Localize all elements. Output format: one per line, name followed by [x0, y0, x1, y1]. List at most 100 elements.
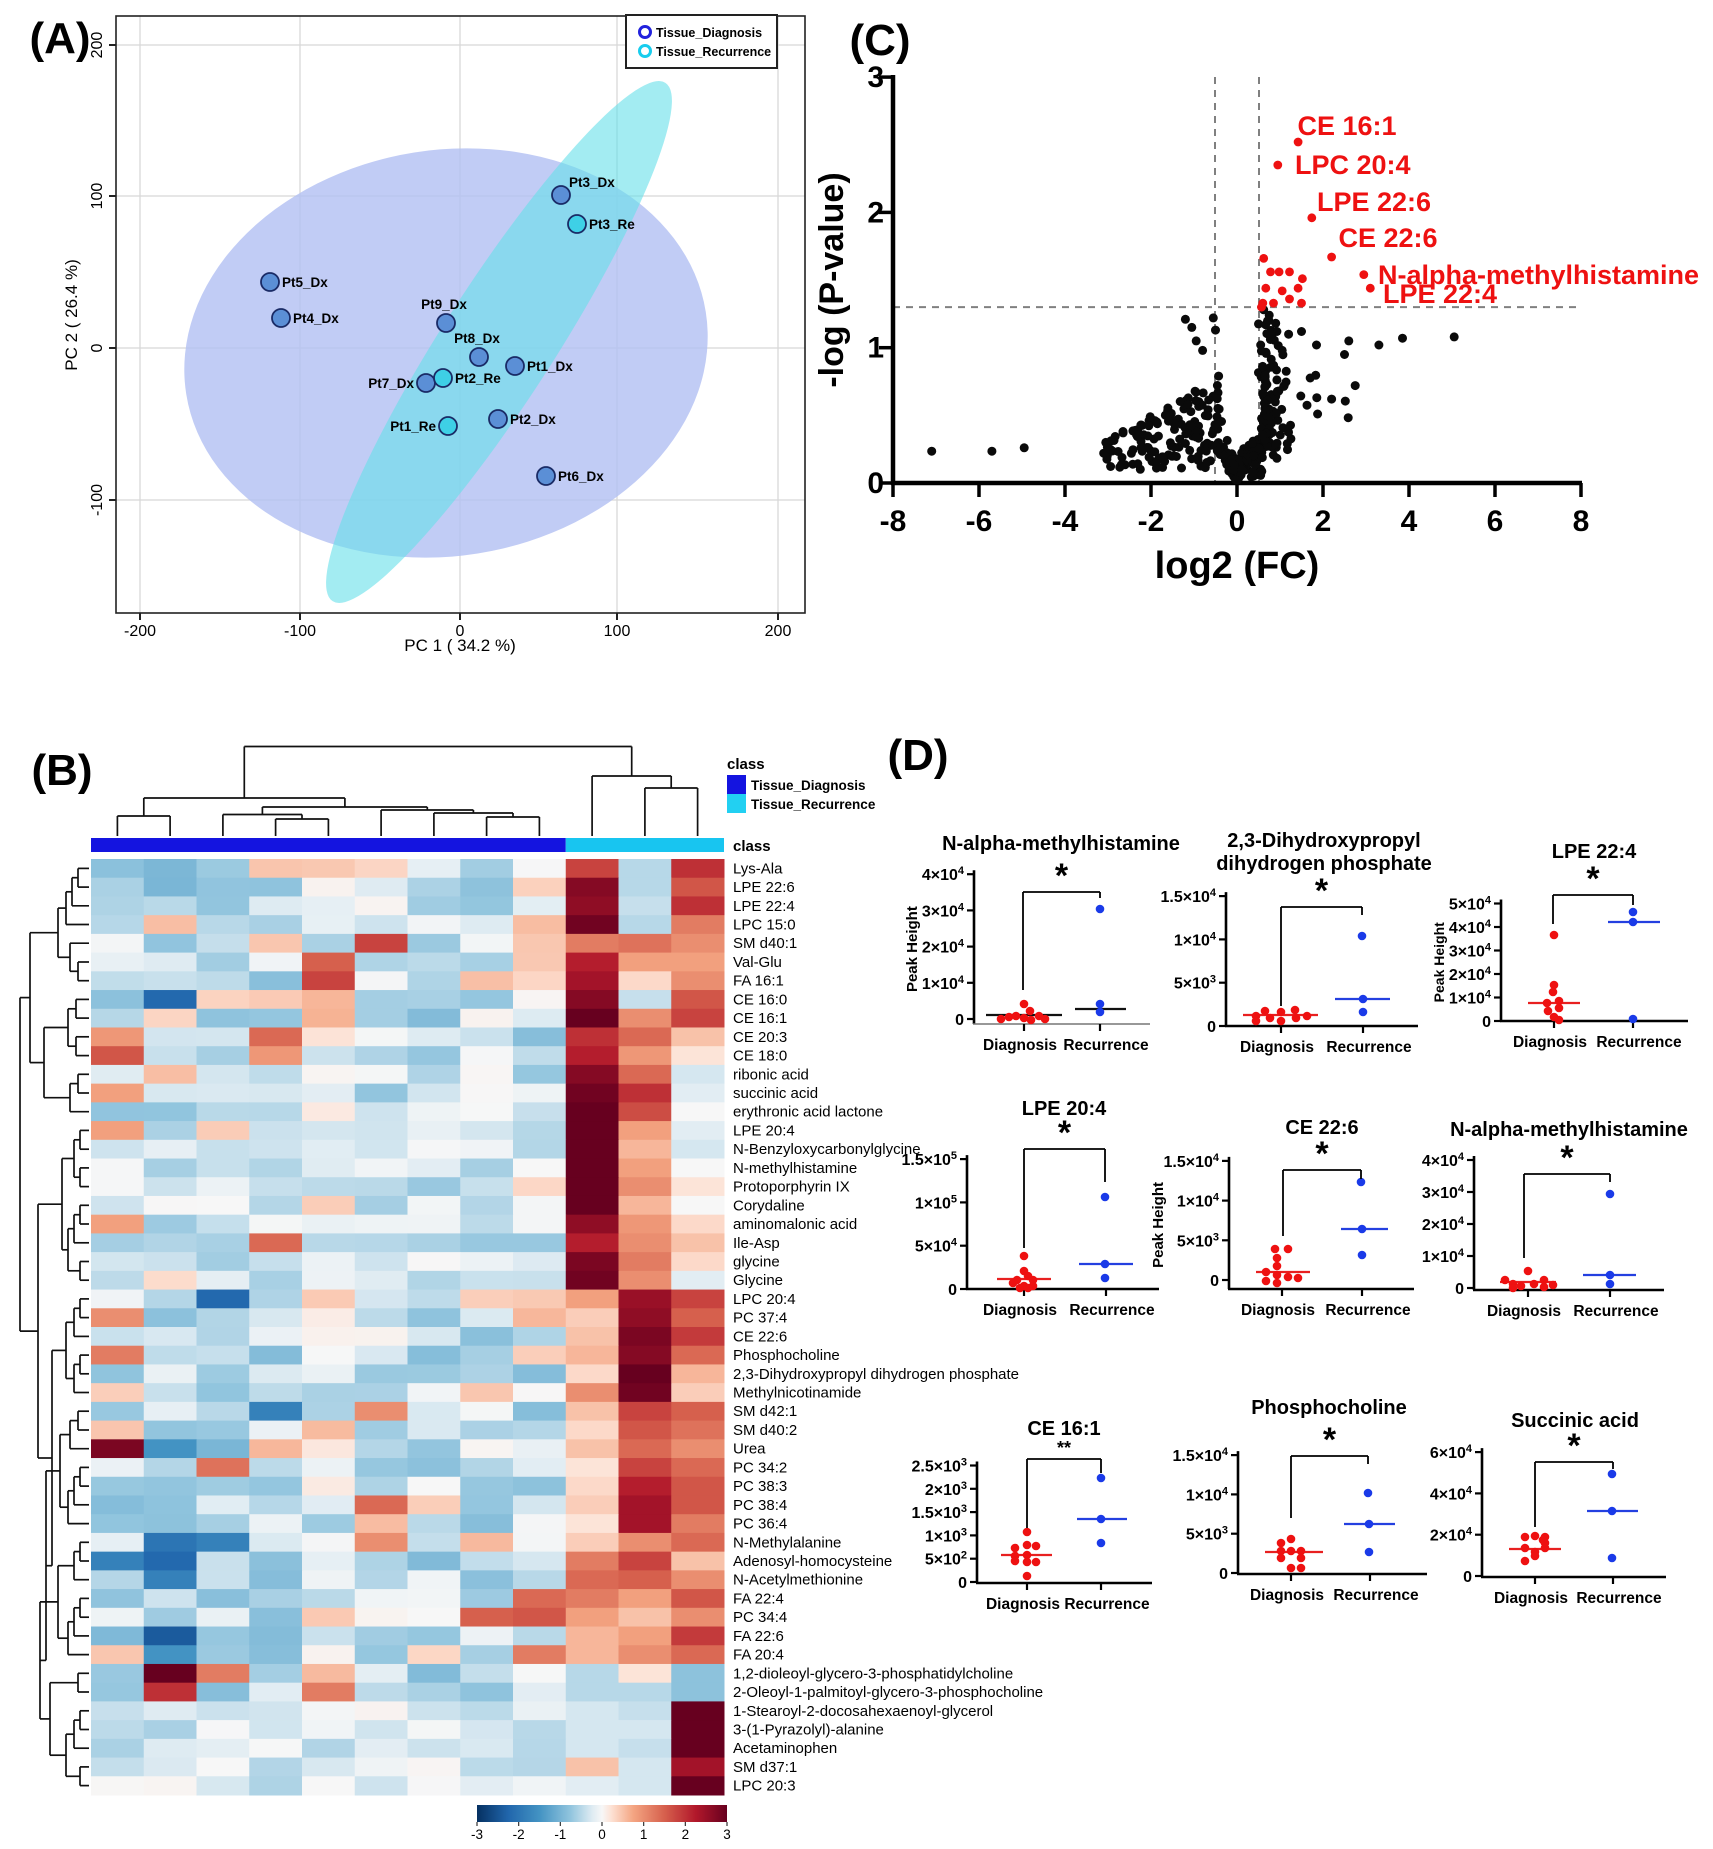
svg-text:-2: -2	[1138, 505, 1165, 538]
svg-text:0: 0	[456, 623, 465, 640]
svg-text:PC 34:4: PC 34:4	[733, 1609, 787, 1626]
svg-text:6×104: 6×104	[1430, 1443, 1473, 1462]
svg-text:6: 6	[1487, 505, 1504, 538]
svg-text:FA 22:6: FA 22:6	[733, 1628, 784, 1645]
svg-text:-3: -3	[471, 1827, 483, 1842]
svg-text:5×103: 5×103	[1177, 1231, 1219, 1250]
svg-text:CE 20:3: CE 20:3	[733, 1029, 787, 1046]
svg-text:CE 16:1: CE 16:1	[1297, 111, 1396, 141]
svg-text:Pt6_Dx: Pt6_Dx	[558, 469, 604, 484]
svg-text:-8: -8	[880, 505, 907, 538]
svg-text:2,3-Dihydroxypropyl dihydrogen: 2,3-Dihydroxypropyl dihydrogen phosphate	[733, 1366, 1019, 1383]
svg-text:Diagnosis: Diagnosis	[1513, 1034, 1587, 1051]
svg-text:log2 (FC): log2 (FC)	[1155, 545, 1320, 587]
svg-text:2: 2	[867, 196, 884, 229]
svg-text:Diagnosis: Diagnosis	[986, 1596, 1060, 1613]
svg-text:-100: -100	[284, 623, 316, 640]
svg-text:-6: -6	[966, 505, 993, 538]
svg-text:1.5×104: 1.5×104	[1163, 1152, 1219, 1171]
svg-text:PC 34:2: PC 34:2	[733, 1459, 787, 1476]
svg-text:FA 20:4: FA 20:4	[733, 1647, 784, 1664]
svg-text:Pt3_Dx: Pt3_Dx	[569, 175, 615, 190]
svg-text:Tissue_Recurrence: Tissue_Recurrence	[656, 45, 771, 59]
svg-text:CE 16:1: CE 16:1	[1027, 1418, 1100, 1440]
svg-text:-4: -4	[1052, 505, 1079, 538]
svg-text:0: 0	[1219, 1566, 1228, 1583]
svg-text:3: 3	[867, 61, 884, 94]
svg-text:0: 0	[1210, 1273, 1219, 1290]
svg-text:0: 0	[598, 1827, 606, 1842]
svg-text:Pt2_Dx: Pt2_Dx	[510, 412, 556, 427]
svg-text:-log (P-value): -log (P-value)	[813, 172, 851, 387]
svg-text:Recurrence: Recurrence	[1326, 1039, 1412, 1056]
svg-text:0: 0	[955, 1012, 964, 1029]
svg-text:4×104: 4×104	[1449, 918, 1492, 937]
svg-text:N-methylhistamine: N-methylhistamine	[733, 1160, 857, 1177]
svg-text:2-Oleoyl-1-palmitoyl-glycero-3: 2-Oleoyl-1-palmitoyl-glycero-3-phosphoch…	[733, 1684, 1043, 1701]
svg-text:(B): (B)	[31, 746, 92, 795]
svg-text:CE 22:6: CE 22:6	[1285, 1117, 1358, 1139]
svg-text:0: 0	[1482, 1014, 1491, 1031]
svg-text:Recurrence: Recurrence	[1064, 1596, 1150, 1613]
svg-text:0: 0	[89, 343, 106, 352]
svg-text:CE 18:0: CE 18:0	[733, 1048, 787, 1065]
svg-text:Recurrence: Recurrence	[1325, 1302, 1411, 1319]
svg-text:Diagnosis: Diagnosis	[1494, 1590, 1568, 1607]
svg-text:Phosphocholine: Phosphocholine	[1251, 1397, 1407, 1419]
svg-text:SM d40:2: SM d40:2	[733, 1422, 797, 1439]
svg-text:LPE 22:6: LPE 22:6	[1317, 187, 1431, 217]
svg-text:5×103: 5×103	[1186, 1525, 1228, 1544]
svg-text:3×104: 3×104	[1422, 1183, 1465, 1202]
svg-text:2×104: 2×104	[1422, 1215, 1465, 1234]
svg-text:3: 3	[723, 1827, 731, 1842]
svg-text:*: *	[1560, 1139, 1574, 1177]
svg-text:1.5×105: 1.5×105	[901, 1150, 957, 1169]
svg-text:Diagnosis: Diagnosis	[1240, 1039, 1314, 1056]
svg-text:1-Stearoyl-2-docosahexaenoyl-g: 1-Stearoyl-2-docosahexaenoyl-glycerol	[733, 1703, 993, 1720]
svg-text:1×104: 1×104	[1186, 1485, 1229, 1504]
svg-text:4: 4	[1401, 505, 1418, 538]
svg-text:class: class	[733, 838, 771, 855]
svg-text:*: *	[1567, 1427, 1581, 1465]
svg-text:FA 22:4: FA 22:4	[733, 1590, 784, 1607]
svg-text:LPC 20:4: LPC 20:4	[733, 1291, 796, 1308]
svg-text:Recurrence: Recurrence	[1069, 1302, 1155, 1319]
svg-text:Succinic acid: Succinic acid	[1511, 1410, 1639, 1432]
svg-text:*: *	[1055, 857, 1069, 895]
svg-text:dihydrogen phosphate: dihydrogen phosphate	[1216, 853, 1432, 875]
svg-text:N-Methylalanine: N-Methylalanine	[733, 1534, 841, 1551]
svg-text:**: **	[1057, 1438, 1071, 1458]
svg-text:Pt2_Re: Pt2_Re	[455, 371, 501, 386]
svg-text:PC 1 ( 34.2 %): PC 1 ( 34.2 %)	[404, 636, 516, 655]
svg-text:2×103: 2×103	[925, 1480, 967, 1499]
svg-text:SM d40:1: SM d40:1	[733, 935, 797, 952]
svg-text:4×104: 4×104	[922, 865, 965, 884]
svg-text:2×104: 2×104	[922, 938, 965, 957]
svg-text:Pt7_Dx: Pt7_Dx	[368, 376, 414, 391]
svg-text:-1: -1	[554, 1827, 566, 1842]
svg-text:1.5×103: 1.5×103	[911, 1503, 967, 1522]
svg-text:2×104: 2×104	[1430, 1526, 1473, 1545]
svg-text:5×103: 5×103	[1174, 974, 1216, 993]
svg-text:Peak Height: Peak Height	[1431, 922, 1447, 1002]
svg-text:Tissue_Recurrence: Tissue_Recurrence	[751, 797, 876, 812]
svg-text:1×104: 1×104	[922, 974, 965, 993]
svg-text:3-(1-Pyrazolyl)-alanine: 3-(1-Pyrazolyl)-alanine	[733, 1721, 884, 1738]
svg-text:FA 16:1: FA 16:1	[733, 973, 784, 990]
svg-text:0: 0	[1207, 1019, 1216, 1036]
svg-text:N-alpha-methylhistamine: N-alpha-methylhistamine	[942, 833, 1180, 855]
svg-text:1×103: 1×103	[925, 1526, 967, 1545]
svg-text:N-alpha-methylhistamine: N-alpha-methylhistamine	[1450, 1119, 1688, 1141]
svg-text:1,2-dioleoyl-glycero-3-phospha: 1,2-dioleoyl-glycero-3-phosphatidylcholi…	[733, 1665, 1013, 1682]
svg-text:(D): (D)	[887, 731, 948, 780]
svg-text:Diagnosis: Diagnosis	[983, 1037, 1057, 1054]
svg-text:Peak Height: Peak Height	[904, 906, 921, 992]
svg-text:2: 2	[1315, 505, 1332, 538]
svg-text:LPE 22:4: LPE 22:4	[733, 898, 795, 915]
svg-text:LPE 22:4: LPE 22:4	[1383, 279, 1497, 309]
svg-text:5×104: 5×104	[915, 1237, 958, 1256]
svg-text:Recurrence: Recurrence	[1596, 1034, 1682, 1051]
svg-text:Urea: Urea	[733, 1441, 766, 1458]
svg-text:Recurrence: Recurrence	[1576, 1590, 1662, 1607]
svg-text:succinic acid: succinic acid	[733, 1085, 818, 1102]
